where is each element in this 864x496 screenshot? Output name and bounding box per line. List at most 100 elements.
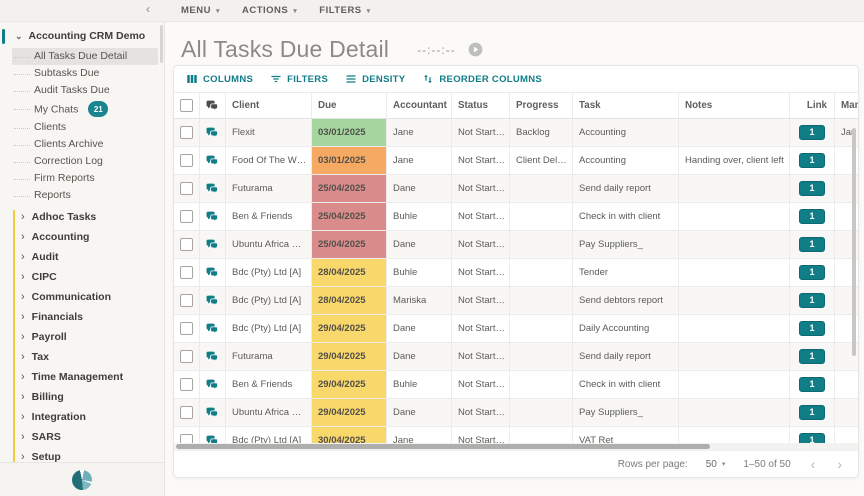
toolbar-columns-button[interactable]: COLUMNS bbox=[186, 73, 253, 85]
vertical-scrollbar[interactable] bbox=[852, 128, 856, 356]
sidebar-item-my-chats[interactable]: My Chats 21 bbox=[12, 99, 158, 119]
menu-menu[interactable]: MENU ▾ bbox=[181, 5, 220, 16]
select-all-checkbox[interactable] bbox=[180, 99, 193, 112]
link-button[interactable]: 1 bbox=[799, 377, 825, 392]
menu-actions[interactable]: ACTIONS ▾ bbox=[242, 5, 297, 16]
chat-icon[interactable] bbox=[206, 434, 219, 443]
table-row[interactable]: Flexit 03/01/2025 Jane Not Started Backlog Ac… bbox=[174, 119, 858, 147]
link-button[interactable]: 1 bbox=[799, 265, 825, 280]
table-row[interactable]: Food Of The World 03/01/2025 Jane Not Start… bbox=[174, 147, 858, 175]
column-header-client[interactable]: Client bbox=[226, 93, 312, 118]
sidebar-item-clients[interactable]: Clients bbox=[12, 119, 158, 136]
row-checkbox[interactable] bbox=[180, 294, 193, 307]
row-checkbox[interactable] bbox=[180, 154, 193, 167]
column-header-notes[interactable]: Notes bbox=[679, 93, 790, 118]
table-row[interactable]: Bdc (Pty) Ltd [A] 28/04/2025 Buhle Not Star… bbox=[174, 259, 858, 287]
row-checkbox[interactable] bbox=[180, 406, 193, 419]
link-button[interactable]: 1 bbox=[799, 153, 825, 168]
toolbar-reorder-columns-button[interactable]: REORDER COLUMNS bbox=[422, 73, 542, 85]
table-row[interactable]: Futurama 25/04/2025 Dane Not Started Send da… bbox=[174, 175, 858, 203]
link-button[interactable]: 1 bbox=[799, 405, 825, 420]
sidebar-item-audit-tasks-due[interactable]: Audit Tasks Due bbox=[12, 82, 158, 99]
sidebar-section-sars[interactable]: › SARS bbox=[0, 427, 164, 447]
next-page-button[interactable]: › bbox=[837, 456, 842, 472]
chat-icon[interactable] bbox=[206, 294, 219, 307]
sidebar-item-clients-archive[interactable]: Clients Archive bbox=[12, 136, 158, 153]
toolbar-filters-button[interactable]: FILTERS bbox=[270, 73, 328, 85]
toolbar-density-button[interactable]: DENSITY bbox=[345, 73, 405, 85]
sidebar-section-financials[interactable]: › Financials bbox=[0, 307, 164, 327]
chat-icon[interactable] bbox=[206, 322, 219, 335]
table-row[interactable]: Ubuntu Africa Hol... 25/04/2025 Dane Not St… bbox=[174, 231, 858, 259]
previous-page-button[interactable]: ‹ bbox=[810, 456, 816, 472]
column-header-status[interactable]: Status bbox=[452, 93, 510, 118]
chat-icon[interactable] bbox=[206, 210, 219, 223]
sidebar-section-integration[interactable]: › Integration bbox=[0, 407, 164, 427]
sidebar-section-communication[interactable]: › Communication bbox=[0, 287, 164, 307]
sidebar-section-time-management[interactable]: › Time Management bbox=[0, 367, 164, 387]
chat-icon[interactable] bbox=[206, 266, 219, 279]
column-header-link[interactable]: Link bbox=[790, 93, 835, 118]
table-row[interactable]: Futurama 29/04/2025 Dane Not Started Send da… bbox=[174, 343, 858, 371]
chat-icon[interactable] bbox=[206, 406, 219, 419]
sidebar-section-billing[interactable]: › Billing bbox=[0, 387, 164, 407]
link-button[interactable]: 1 bbox=[799, 181, 825, 196]
link-button[interactable]: 1 bbox=[799, 321, 825, 336]
sidebar-section-label: Financials bbox=[31, 311, 84, 323]
sidebar-section-cipc[interactable]: › CIPC bbox=[0, 267, 164, 287]
table-row[interactable]: Ben & Friends 25/04/2025 Buhle Not Started C… bbox=[174, 203, 858, 231]
table-row[interactable]: Bdc (Pty) Ltd [A] 29/04/2025 Dane Not Start… bbox=[174, 315, 858, 343]
chat-icon[interactable] bbox=[206, 126, 219, 139]
sidebar-item-correction-log[interactable]: Correction Log bbox=[12, 153, 158, 170]
column-header-due[interactable]: Due bbox=[312, 93, 387, 118]
sidebar-item-all-tasks-due-detail[interactable]: All Tasks Due Detail bbox=[12, 48, 158, 65]
table-row[interactable]: Bdc (Pty) Ltd [A] 28/04/2025 Mariska Not St… bbox=[174, 287, 858, 315]
sidebar-collapse-button[interactable]: ‹ bbox=[146, 2, 150, 16]
table-row[interactable]: Ben & Friends 29/04/2025 Buhle Not Started C… bbox=[174, 371, 858, 399]
link-button[interactable]: 1 bbox=[799, 209, 825, 224]
column-header-progress[interactable]: Progress bbox=[510, 93, 573, 118]
link-button[interactable]: 1 bbox=[799, 293, 825, 308]
sidebar-item-subtasks-due[interactable]: Subtasks Due bbox=[12, 65, 158, 82]
sidebar-item-reports[interactable]: Reports bbox=[12, 187, 158, 204]
column-header-man[interactable]: Man bbox=[841, 100, 859, 111]
horizontal-scrollbar-thumb[interactable] bbox=[176, 444, 710, 449]
link-button[interactable]: 1 bbox=[799, 349, 825, 364]
play-button[interactable] bbox=[468, 42, 483, 57]
row-checkbox[interactable] bbox=[180, 266, 193, 279]
row-checkbox[interactable] bbox=[180, 126, 193, 139]
row-checkbox[interactable] bbox=[180, 322, 193, 335]
row-checkbox[interactable] bbox=[180, 350, 193, 363]
row-checkbox[interactable] bbox=[180, 378, 193, 391]
link-button[interactable]: 1 bbox=[799, 237, 825, 252]
column-header-task[interactable]: Task bbox=[573, 93, 679, 118]
rows-per-page-select[interactable]: 50 ▾ bbox=[706, 459, 726, 470]
sidebar-section-payroll[interactable]: › Payroll bbox=[0, 327, 164, 347]
chat-icon[interactable] bbox=[206, 378, 219, 391]
due-date-chip: 28/04/2025 bbox=[312, 259, 386, 286]
link-button[interactable]: 1 bbox=[799, 433, 825, 443]
row-checkbox[interactable] bbox=[180, 238, 193, 251]
sidebar-section-adhoc-tasks[interactable]: › Adhoc Tasks bbox=[0, 207, 164, 227]
caret-down-icon: ▾ bbox=[366, 7, 371, 15]
sidebar-section-accounting[interactable]: › Accounting bbox=[0, 227, 164, 247]
column-header-accountant[interactable]: Accountant bbox=[387, 93, 452, 118]
sidebar-root-item[interactable]: ⌄ Accounting CRM Demo bbox=[0, 22, 164, 48]
sidebar-scrollbar[interactable] bbox=[160, 25, 163, 63]
sidebar-item-firm-reports[interactable]: Firm Reports bbox=[12, 170, 158, 187]
chat-icon[interactable] bbox=[206, 154, 219, 167]
sidebar-section-tax[interactable]: › Tax bbox=[0, 347, 164, 367]
sidebar-section-audit[interactable]: › Audit bbox=[0, 247, 164, 267]
menu-filters[interactable]: FILTERS ▾ bbox=[319, 5, 370, 16]
table-row[interactable]: Ubuntu Africa Hol... 29/04/2025 Dane Not St… bbox=[174, 399, 858, 427]
sidebar-section-setup[interactable]: › Setup bbox=[0, 447, 164, 467]
chat-icon[interactable] bbox=[206, 182, 219, 195]
link-button[interactable]: 1 bbox=[799, 125, 825, 140]
table-row[interactable]: Bdc (Pty) Ltd [A] 30/04/2025 Jane Not Start… bbox=[174, 427, 858, 443]
row-checkbox[interactable] bbox=[180, 182, 193, 195]
horizontal-scrollbar[interactable] bbox=[174, 443, 858, 450]
chat-icon[interactable] bbox=[206, 350, 219, 363]
chat-icon[interactable] bbox=[206, 238, 219, 251]
row-checkbox[interactable] bbox=[180, 434, 193, 443]
row-checkbox[interactable] bbox=[180, 210, 193, 223]
